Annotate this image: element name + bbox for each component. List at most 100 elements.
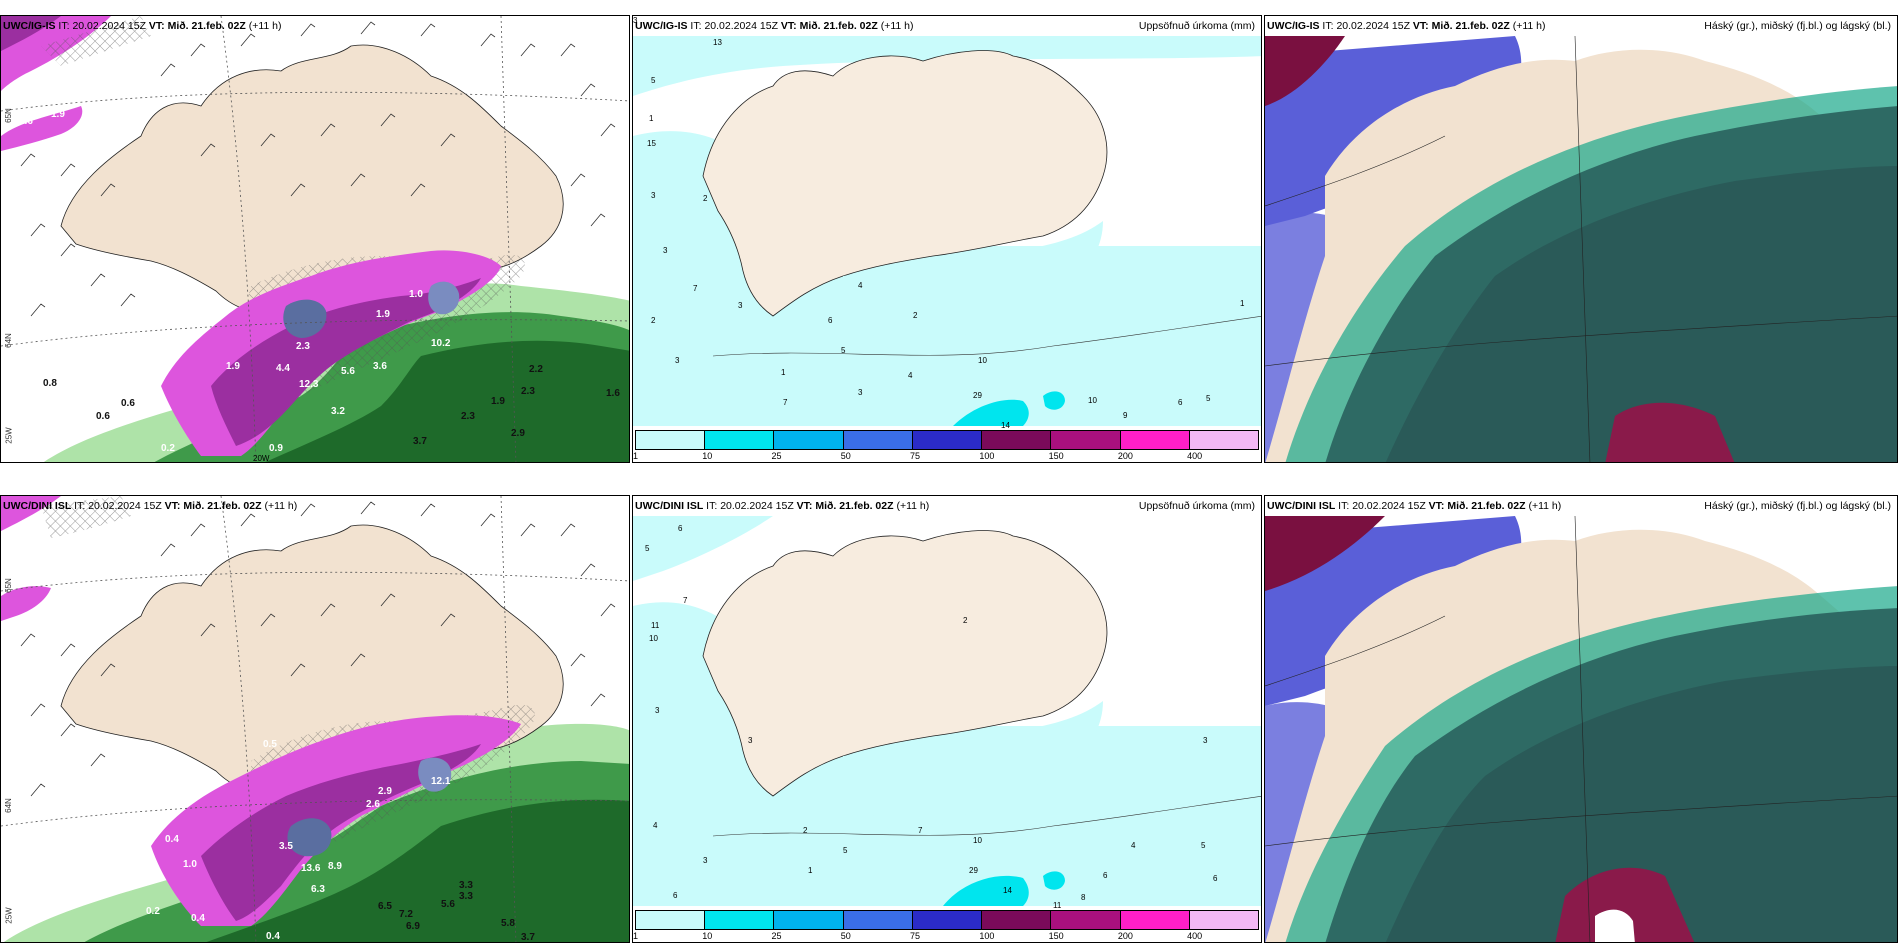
value-label: 11 xyxy=(651,621,660,630)
model-name: UWC/DINI ISL xyxy=(3,500,72,512)
value-label: 1.9 xyxy=(226,361,240,372)
lat-label-65n: 65N xyxy=(3,108,13,123)
value-label: 1 xyxy=(781,368,786,377)
colorbar-tick: 25 xyxy=(771,931,782,941)
valid-time: Mið. 21.feb. 02Z xyxy=(1431,20,1510,32)
value-label: 12.1 xyxy=(431,776,451,787)
init-time: 20.02.2024 15Z xyxy=(1336,20,1410,32)
panel-title: Háský (gr.), miðský (fj.bl.) og lágský (… xyxy=(1704,500,1891,512)
value-label: 9 xyxy=(1123,411,1128,420)
value-label: 6 xyxy=(673,891,678,900)
colorbar-segment xyxy=(1189,911,1258,929)
value-label: 7 xyxy=(918,826,923,835)
map-canvas xyxy=(1265,496,1897,942)
value-label: 5 xyxy=(841,346,846,355)
model-name: UWC/IG-IS xyxy=(3,20,56,32)
value-label: 1 xyxy=(808,866,813,875)
value-label: 7 xyxy=(683,596,688,605)
value-label: 1.9 xyxy=(51,109,65,120)
lead-time: (+11 h) xyxy=(896,500,930,512)
value-label: 5.8 xyxy=(501,918,515,929)
value-label: 3 xyxy=(651,191,656,200)
value-label: 6.5 xyxy=(378,901,392,912)
value-label: 1.0 xyxy=(183,859,197,870)
value-label: 1.9 xyxy=(376,309,390,320)
map-panel-igis-accum-precip: UWC/IG-IS IT: 20.02.2024 15Z VT: Mið. 21… xyxy=(632,15,1262,463)
panel-title: Uppsöfnuð úrkoma (mm) xyxy=(1138,20,1255,32)
value-label: 0.2 xyxy=(146,906,160,917)
lat-label-25w: 25W xyxy=(4,907,14,924)
init-time: 20.02.2024 15Z xyxy=(88,500,162,512)
lead-time: (+11 h) xyxy=(1512,20,1546,32)
value-label: 14 xyxy=(1001,421,1010,430)
panel-header: UWC/IG-IS IT: 20.02.2024 15Z VT: Mið. 21… xyxy=(1267,20,1891,32)
colorbar-segment xyxy=(912,431,983,449)
init-time: 20.02.2024 15Z xyxy=(704,20,778,32)
value-label: 15 xyxy=(647,139,656,148)
colorbar-segment xyxy=(1120,431,1190,449)
panel-header: UWC/DINI ISL IT: 20.02.2024 15Z VT: Mið.… xyxy=(1267,500,1891,512)
value-label: 0.9 xyxy=(269,443,283,454)
value-label: 7 xyxy=(693,284,698,293)
value-label: 5 xyxy=(645,544,650,553)
map-canvas xyxy=(633,496,1261,942)
value-label: 6 xyxy=(828,316,833,325)
lat-label-64n: 64N xyxy=(3,333,13,348)
colorbar-tick: 75 xyxy=(910,931,921,941)
value-label: 3 xyxy=(858,388,863,397)
value-label: 6 xyxy=(1178,398,1183,407)
model-name: UWC/DINI ISL xyxy=(1267,500,1336,512)
value-label: 3.6 xyxy=(373,361,387,372)
value-label: 3 xyxy=(655,706,660,715)
colorbar-tick: 200 xyxy=(1117,931,1133,941)
value-label: 8 xyxy=(1081,893,1086,902)
colorbar-tick: 10 xyxy=(702,451,713,461)
value-label: 3 xyxy=(1203,736,1208,745)
colorbar-segment xyxy=(1120,911,1190,929)
value-label: 1.9 xyxy=(491,396,505,407)
map-canvas xyxy=(1,496,629,942)
lead-time: (+11 h) xyxy=(1528,500,1562,512)
map-panel-igis-precip-wind: UWC/IG-IS IT: 20.02.2024 15Z VT: Mið. 21… xyxy=(0,15,630,463)
value-label: 5 xyxy=(651,76,656,85)
value-label: 0.4 xyxy=(266,931,280,942)
value-label: 2 xyxy=(913,311,918,320)
value-label: 8.9 xyxy=(328,861,342,872)
colorbar-segment xyxy=(636,431,706,449)
lat-label-25w: 25W xyxy=(4,427,14,444)
colorbar-segment xyxy=(843,431,913,449)
colorbar-labels: 1 10 25 50 75 100 150 200 400 xyxy=(633,451,1259,462)
map-panel-dini-clouds: UWC/DINI ISL IT: 20.02.2024 15Z VT: Mið.… xyxy=(1264,495,1898,943)
value-label: 29 xyxy=(969,866,978,875)
value-label: 6 xyxy=(1103,871,1108,880)
value-label: 11 xyxy=(1053,901,1062,910)
value-label: 1.6 xyxy=(606,388,620,399)
map-canvas xyxy=(1265,16,1897,462)
value-label: 10 xyxy=(1088,396,1097,405)
value-label: 4 xyxy=(653,821,658,830)
value-label: 4 xyxy=(908,371,913,380)
value-label: 5 xyxy=(1201,841,1206,850)
colorbar-segment xyxy=(982,911,1052,929)
colorbar-segment xyxy=(912,911,983,929)
value-label: 4.4 xyxy=(276,363,290,374)
value-label: 13.6 xyxy=(301,863,321,874)
colorbar-tick: 50 xyxy=(840,451,851,461)
value-label: 0.2 xyxy=(161,443,175,454)
valid-time: Mið. 21.feb. 02Z xyxy=(167,20,246,32)
value-label: 12.3 xyxy=(299,379,319,390)
colorbar-tick: 150 xyxy=(1048,931,1064,941)
lat-label-64n: 64N xyxy=(3,798,13,813)
colorbar-tick: 100 xyxy=(979,451,995,461)
colorbar-tick: 25 xyxy=(771,451,782,461)
value-label: 3 xyxy=(703,856,708,865)
valid-time: Mið. 21.feb. 02Z xyxy=(799,20,878,32)
init-time: 20.02.2024 15Z xyxy=(1352,500,1426,512)
colorbar-segment xyxy=(705,911,775,929)
panel-header: UWC/IG-IS IT: 20.02.2024 15Z VT: Mið. 21… xyxy=(3,20,282,32)
value-label: 3.3 xyxy=(459,880,473,891)
map-panel-dini-accum-precip: UWC/DINI ISL IT: 20.02.2024 15Z VT: Mið.… xyxy=(632,495,1262,943)
value-label: 2.6 xyxy=(366,799,380,810)
precip-colorbar xyxy=(635,430,1259,450)
init-time: 20.02.2024 15Z xyxy=(72,20,146,32)
